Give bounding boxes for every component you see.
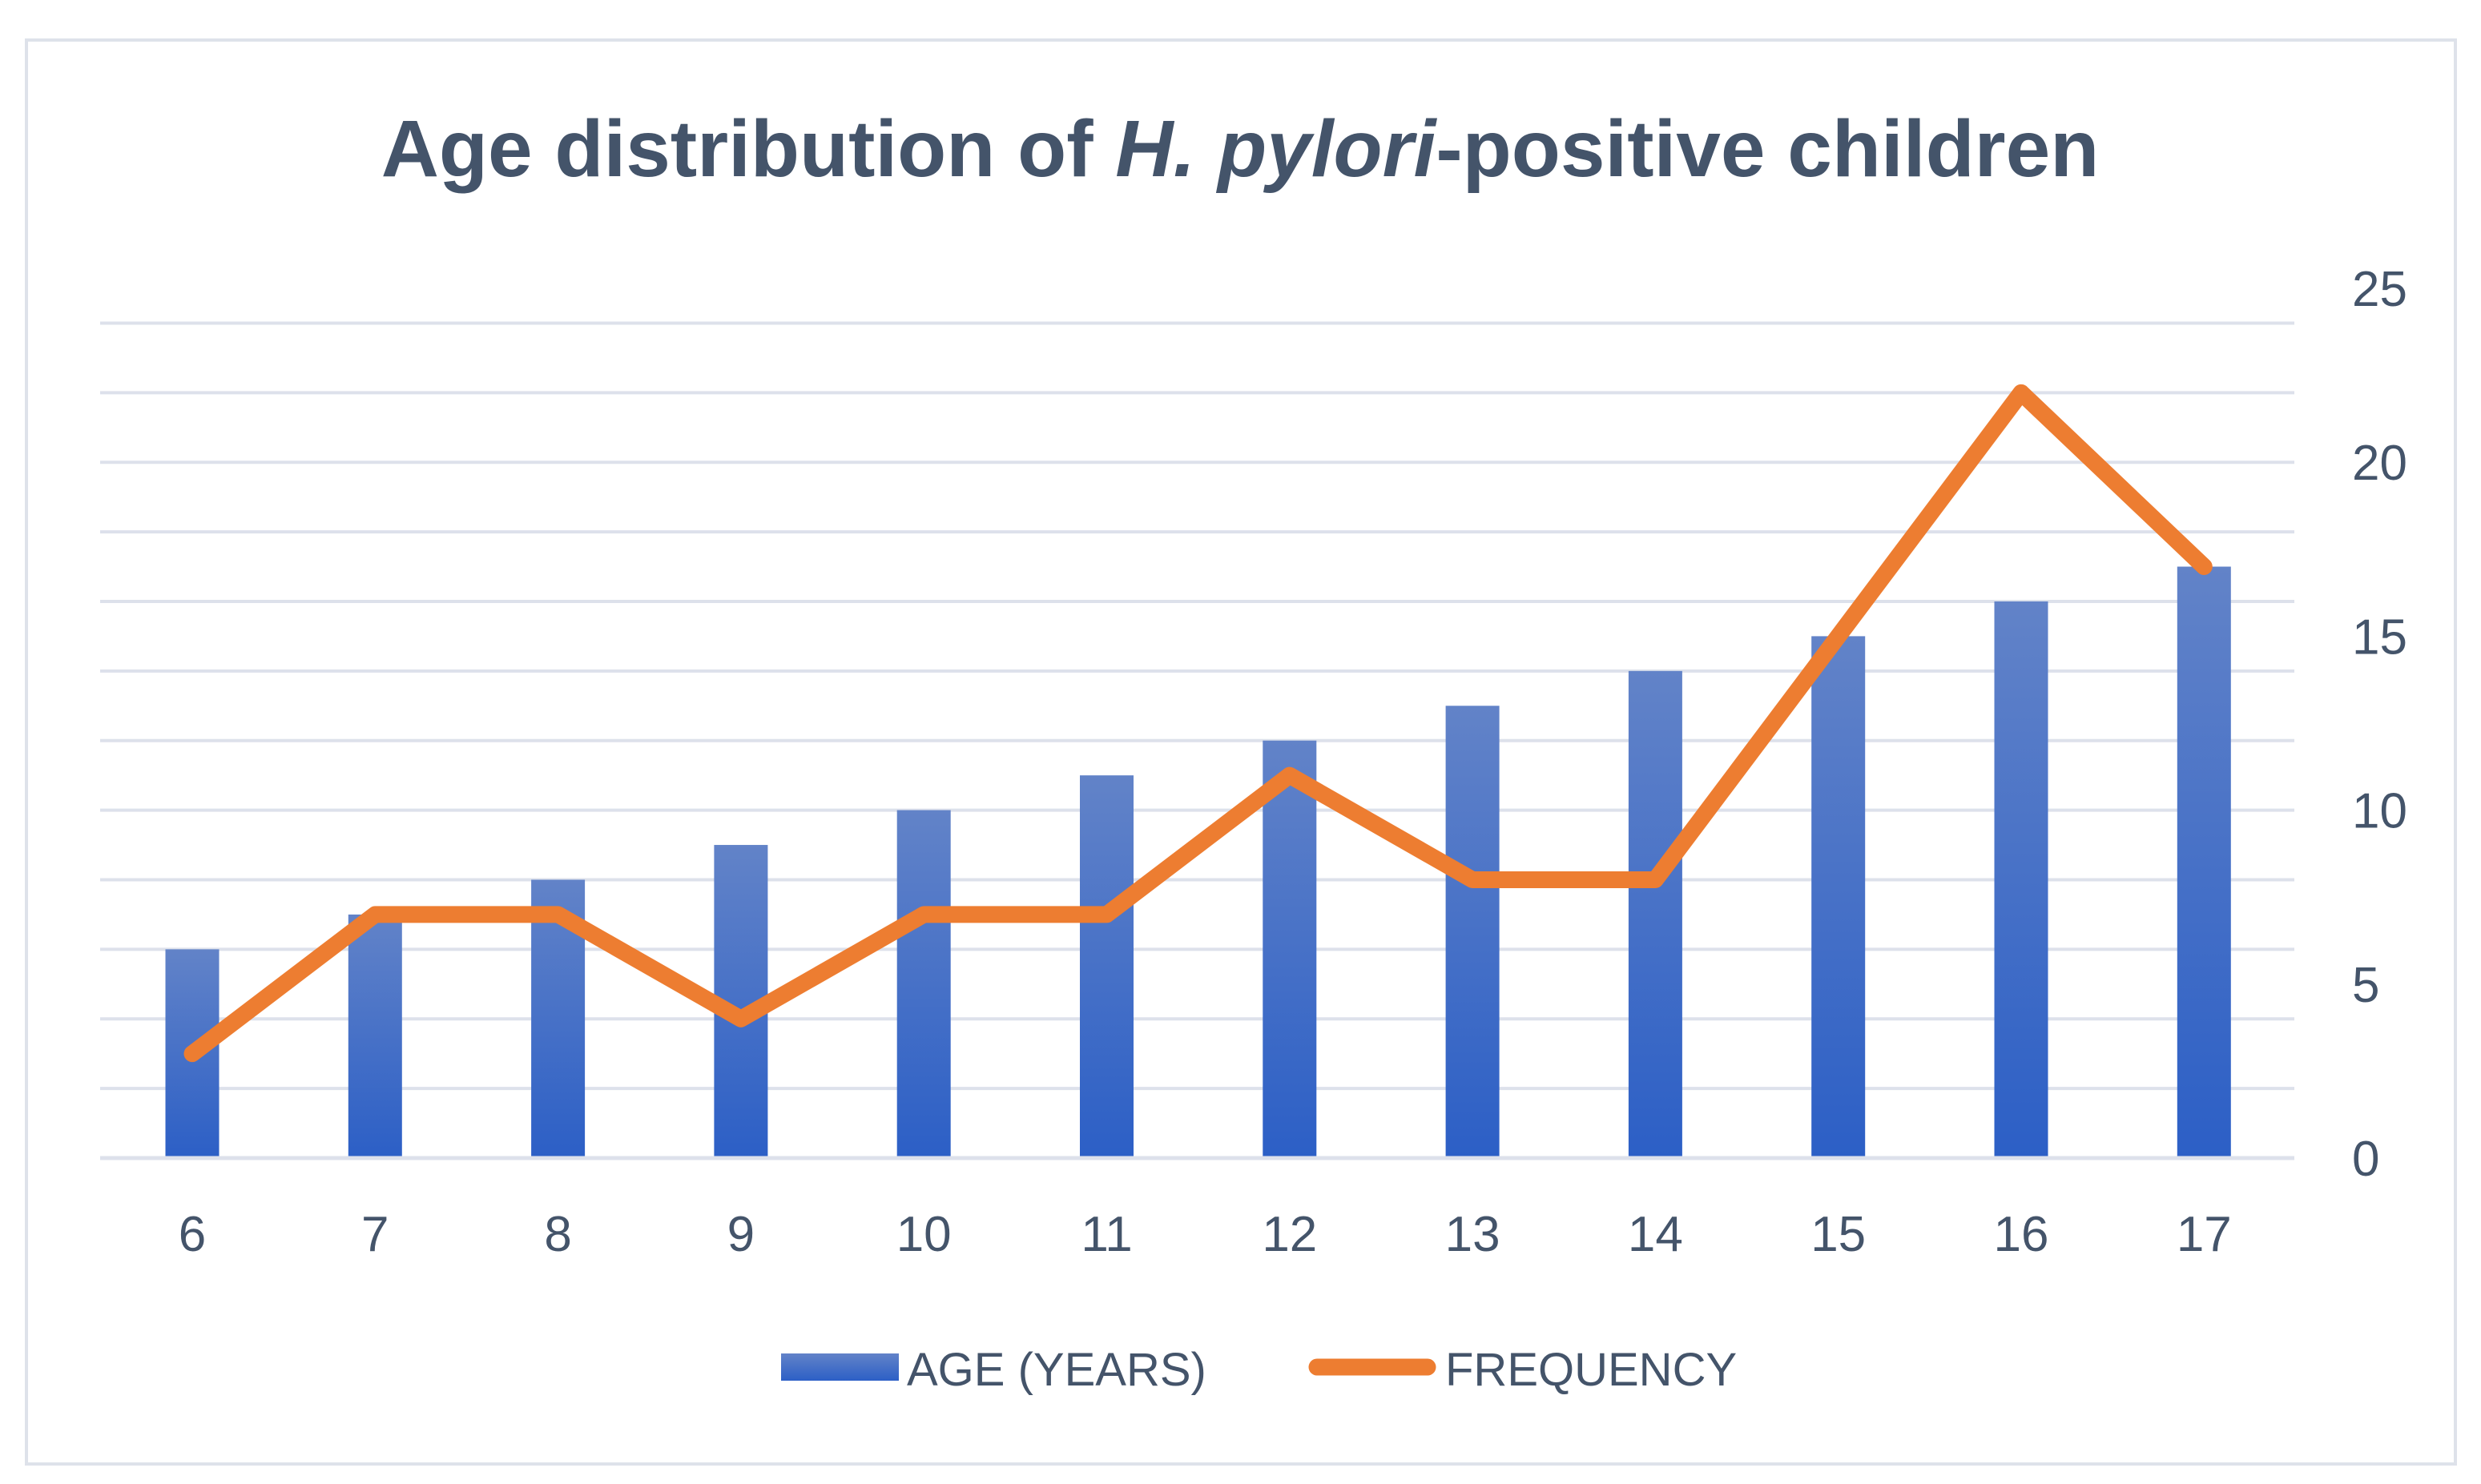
x-tick-7: 7 [361, 1207, 389, 1262]
x-tick-14: 14 [1628, 1207, 1683, 1262]
y-tick-10: 10 [2352, 784, 2407, 839]
y-tick-25: 25 [2352, 262, 2407, 317]
x-tick-8: 8 [544, 1207, 571, 1262]
x-tick-9: 9 [727, 1207, 755, 1262]
x-tick-13: 13 [1445, 1207, 1500, 1262]
chart-border [25, 38, 2457, 1466]
bar-age-17 [2177, 566, 2231, 1158]
bar-age-15 [1811, 636, 1866, 1158]
bar-age-7 [348, 914, 402, 1158]
title-part-2: -positive children [1436, 104, 2099, 194]
gridlines [100, 321, 2294, 1091]
legend-line-label: FREQUENCY [1445, 1344, 1737, 1396]
x-tick-6: 6 [179, 1207, 206, 1262]
legend-bar-swatch [781, 1353, 899, 1381]
legend: AGE (YEARS) FREQUENCY [781, 1344, 1737, 1396]
x-axis-labels: 6 7 8 9 10 11 12 13 14 15 16 17 [179, 1207, 2232, 1262]
y-tick-20: 20 [2352, 436, 2407, 491]
y-tick-0: 0 [2352, 1132, 2379, 1187]
x-tick-15: 15 [1810, 1207, 1866, 1262]
bar-age-16 [1994, 601, 2048, 1158]
x-tick-17: 17 [2177, 1207, 2232, 1262]
x-tick-12: 12 [1262, 1207, 1317, 1262]
x-tick-10: 10 [896, 1207, 952, 1262]
chart-title: Age distribution of H. pylori-positive c… [381, 104, 2100, 194]
y-axis-labels: 0 5 10 15 20 25 [2352, 262, 2407, 1187]
frequency-line [183, 384, 2213, 1063]
y-tick-15: 15 [2352, 609, 2407, 665]
legend-bar-label: AGE (YEARS) [907, 1344, 1206, 1396]
x-tick-16: 16 [1994, 1207, 2049, 1262]
title-part-italic: H. pylori [1115, 104, 1437, 194]
title-part-1: Age distribution of [381, 104, 1116, 194]
bar-age-13 [1445, 706, 1500, 1158]
bar-age-14 [1628, 670, 1682, 1158]
bar-age-10 [896, 810, 951, 1158]
bar-age-12 [1263, 740, 1317, 1158]
bars [165, 566, 2231, 1158]
y-tick-5: 5 [2352, 958, 2379, 1013]
bar-age-11 [1080, 775, 1134, 1158]
x-tick-11: 11 [1081, 1207, 1132, 1262]
